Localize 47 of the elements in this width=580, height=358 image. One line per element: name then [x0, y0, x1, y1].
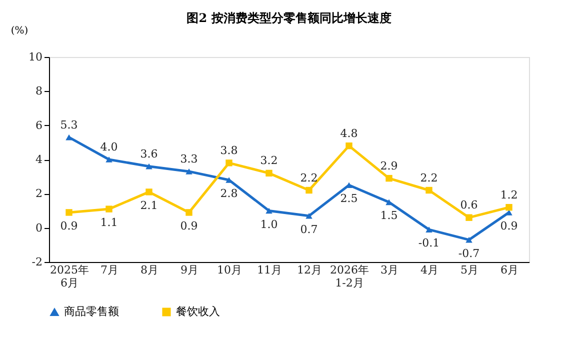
data-label: 2.1	[140, 198, 158, 212]
data-label: 5.3	[60, 118, 78, 132]
data-label: 0.9	[180, 219, 198, 232]
data-label: 2.2	[300, 171, 318, 184]
x-tick-label: 6月	[500, 264, 518, 276]
x-tick-label: 12月	[297, 264, 322, 276]
y-tick-label: 2	[36, 187, 42, 200]
data-label: 2.8	[220, 187, 238, 200]
x-tick-label: 2026年 1-2月	[330, 264, 369, 290]
y-axis-title: (%)	[10, 26, 28, 36]
data-label: 0.7	[300, 222, 318, 236]
y-tick-label: 6	[36, 118, 42, 132]
x-tick-label: 8月	[140, 264, 158, 276]
data-label: 0.9	[500, 219, 518, 232]
chart-title: 图2 按消费类型分零售额同比增长速度	[186, 11, 392, 25]
data-label: 4.0	[100, 140, 118, 154]
x-tick-label: 9月	[180, 264, 198, 276]
data-label: 1.2	[500, 188, 518, 202]
y-tick-label: 8	[36, 84, 42, 98]
data-label: 0.6	[460, 198, 478, 212]
data-label: 1.1	[100, 216, 118, 230]
data-label: 4.8	[340, 126, 358, 140]
x-tick-label: 11月	[257, 264, 282, 276]
data-label: 2.5	[340, 192, 358, 206]
x-tick-label: 3月	[380, 264, 398, 276]
x-tick-label: 5月	[460, 264, 478, 276]
data-label: 0.9	[60, 219, 78, 232]
legend-label: 餐饮收入	[176, 304, 220, 318]
data-label: -0.1	[418, 236, 440, 250]
data-label: 2.2	[420, 171, 438, 184]
data-label: 3.2	[260, 154, 278, 168]
y-tick-label: -2	[32, 256, 42, 268]
x-tick-label: 7月	[100, 264, 118, 276]
y-tick-label: 4	[36, 153, 42, 166]
data-label: 1.0	[260, 218, 278, 231]
data-label: 1.5	[380, 209, 398, 222]
legend-label: 商品零售额	[64, 305, 119, 318]
data-label: 3.3	[180, 152, 198, 166]
x-tick-label: 4月	[420, 264, 438, 276]
x-tick-label: 2025年 6月	[50, 264, 89, 290]
y-tick-label: 0	[36, 221, 42, 234]
y-tick-label: 10	[28, 50, 42, 64]
x-tick-label: 10月	[217, 264, 242, 276]
data-label: 3.8	[220, 144, 238, 157]
data-label: -0.7	[458, 246, 480, 260]
data-label: 3.6	[140, 147, 158, 160]
data-label: 2.9	[380, 159, 398, 172]
